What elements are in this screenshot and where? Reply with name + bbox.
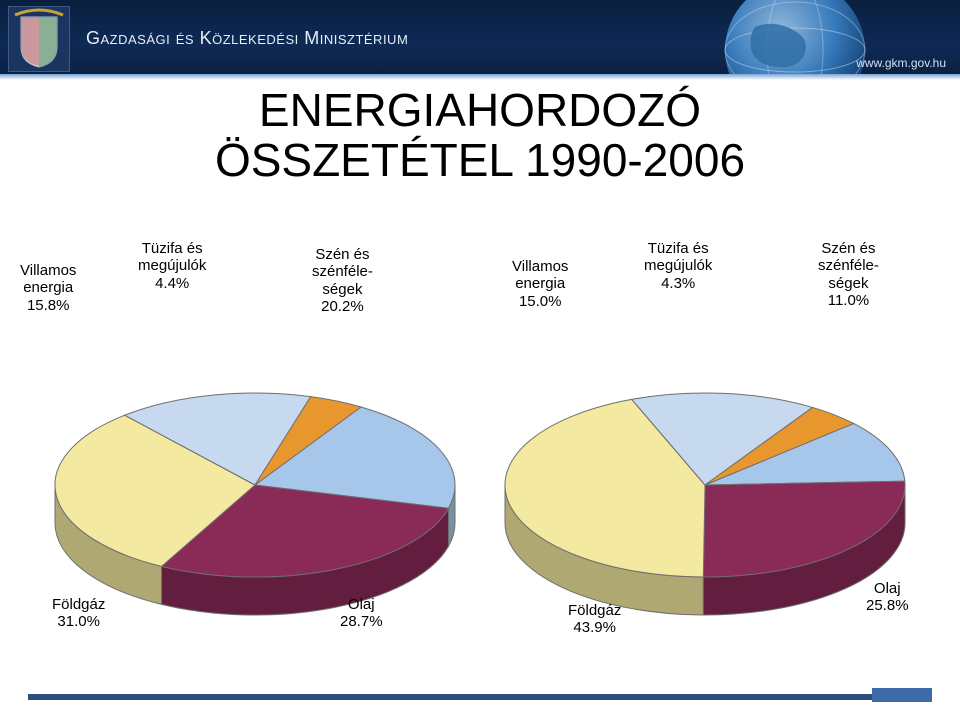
- pie-label: Földgáz 43.9%: [568, 602, 621, 637]
- site-url: www.gkm.gov.hu: [856, 56, 946, 70]
- ministry-header: Gazdasági és Közlekedési Minisztérium ww…: [0, 0, 960, 80]
- pie-label: Tüzifa és megújulók 4.4%: [138, 240, 206, 292]
- pie-label: Olaj 25.8%: [866, 580, 909, 615]
- globe-icon: [700, 0, 870, 80]
- footer-chip: [872, 688, 932, 702]
- pie-charts: [0, 80, 960, 716]
- crest-icon: [8, 6, 70, 72]
- pie-label: Villamos energia 15.0%: [512, 258, 568, 310]
- pie-label: Földgáz 31.0%: [52, 596, 105, 631]
- pie-label: Villamos energia 15.8%: [20, 262, 76, 314]
- slide-body: ENERGIAHORDOZÓ ÖSSZETÉTEL 1990-2006 Szén…: [0, 80, 960, 716]
- ministry-title: Gazdasági és Közlekedési Minisztérium: [86, 28, 408, 49]
- pie-label: Szén és szénféle- ségek 20.2%: [312, 246, 373, 315]
- pie-label: Olaj 28.7%: [340, 596, 383, 631]
- slide-footer: [0, 688, 960, 706]
- pie-label: Szén és szénféle- ségek 11.0%: [818, 240, 879, 309]
- pie-label: Tüzifa és megújulók 4.3%: [644, 240, 712, 292]
- footer-bar: [28, 694, 932, 700]
